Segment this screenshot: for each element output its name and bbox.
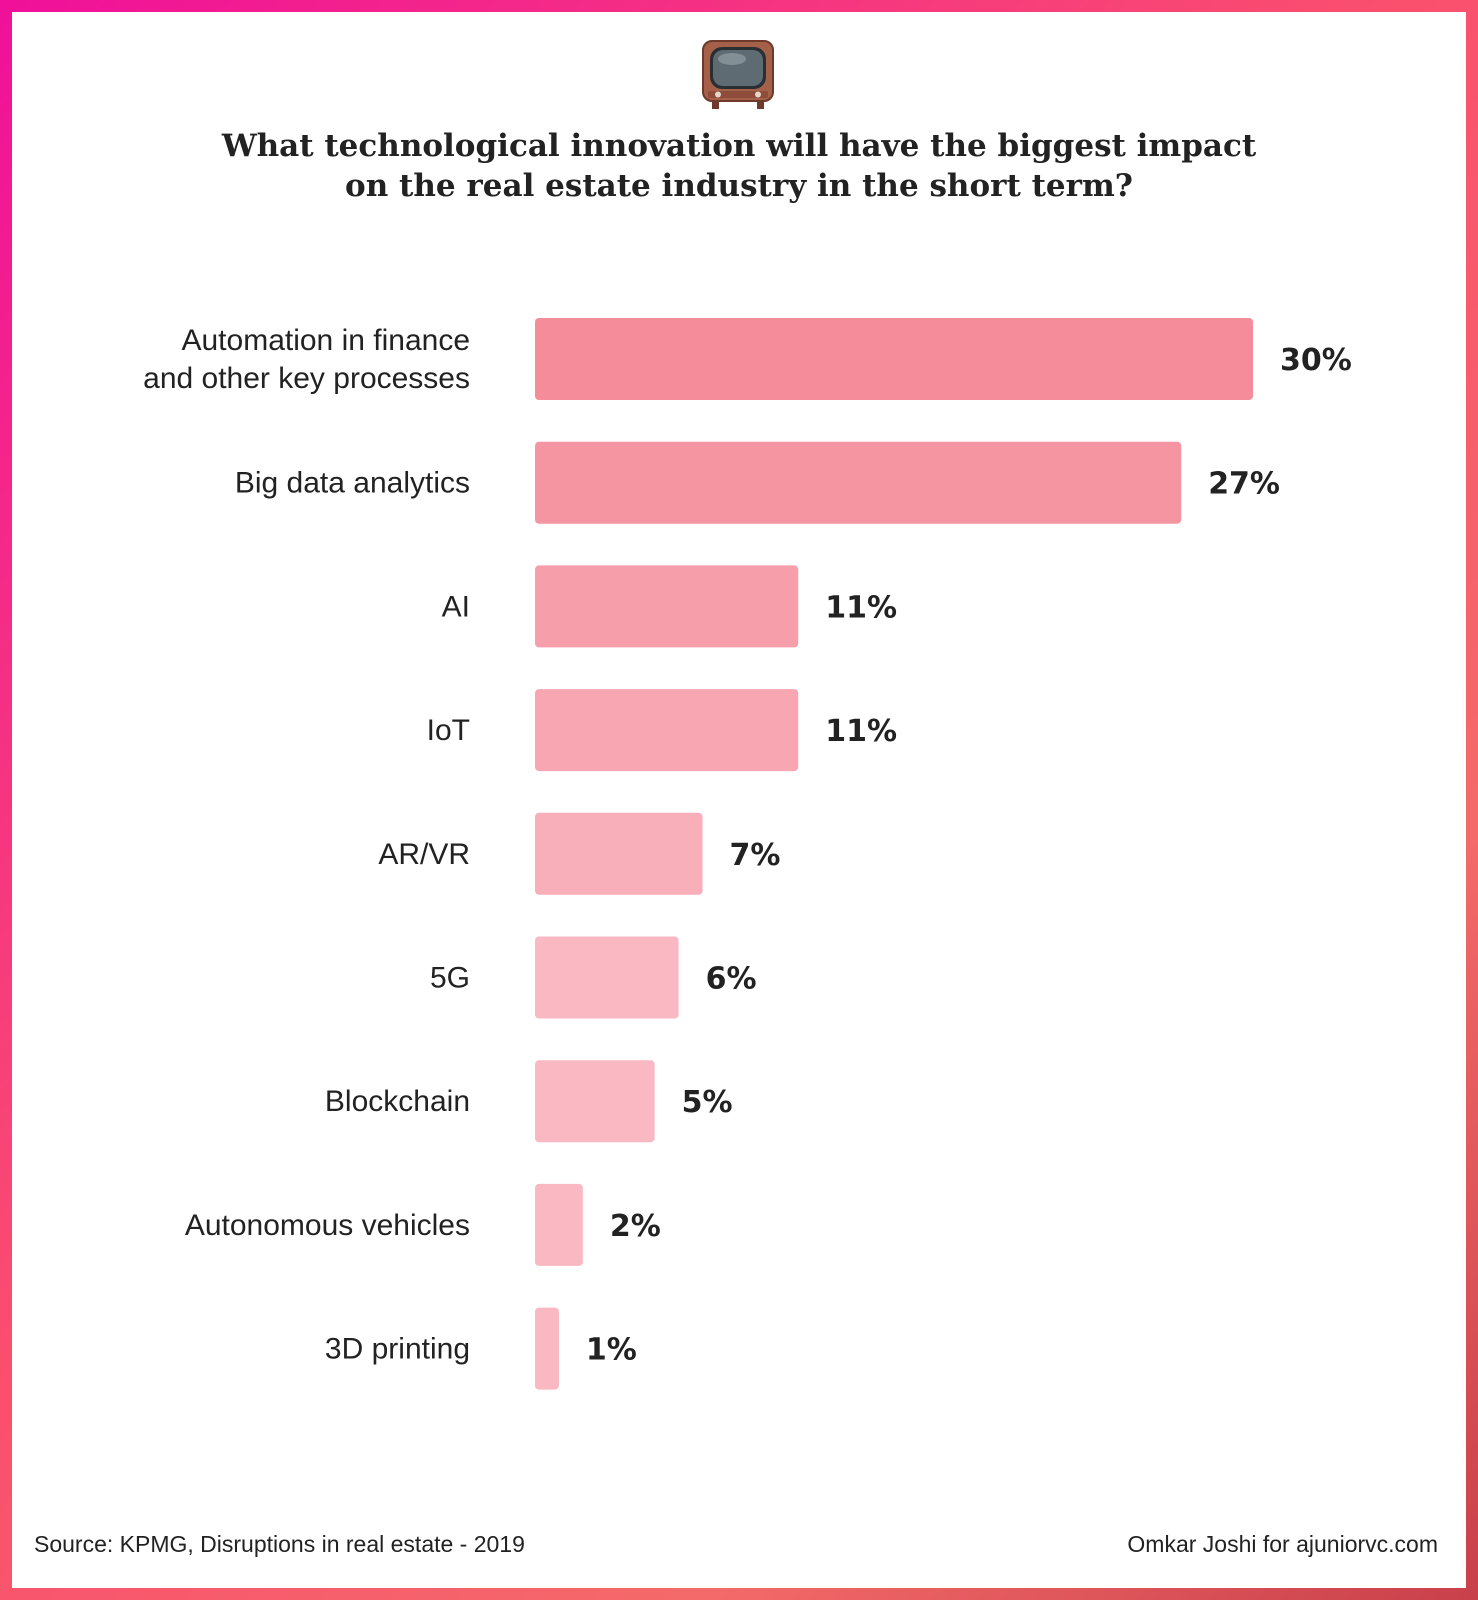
category-label-4: IoT bbox=[427, 714, 470, 747]
bar-5 bbox=[535, 812, 703, 895]
value-label-6: 6% bbox=[706, 962, 757, 997]
value-label-8: 2% bbox=[610, 1209, 661, 1244]
value-label-7: 5% bbox=[682, 1085, 733, 1120]
bar-1 bbox=[535, 318, 1253, 400]
value-label-2: 27% bbox=[1208, 467, 1280, 502]
category-label-6: 5G bbox=[430, 962, 470, 995]
bar-4 bbox=[535, 689, 799, 772]
category-label-5: AR/VR bbox=[378, 838, 470, 871]
source-note: Source: KPMG, Disruptions in real estate… bbox=[34, 1531, 525, 1557]
television-icon bbox=[702, 40, 774, 109]
chart-title: What technological innovation will have … bbox=[0, 126, 1478, 206]
value-label-4: 11% bbox=[825, 714, 897, 749]
bar-3 bbox=[535, 565, 799, 648]
chart-card bbox=[12, 12, 1466, 1588]
bar-7 bbox=[535, 1060, 655, 1143]
value-label-1: 30% bbox=[1280, 343, 1352, 378]
bar-9 bbox=[535, 1307, 559, 1390]
value-label-9: 1% bbox=[586, 1333, 637, 1368]
value-label-5: 7% bbox=[730, 838, 781, 873]
value-label-3: 11% bbox=[825, 590, 897, 625]
category-label-9: 3D printing bbox=[325, 1333, 470, 1366]
bar-8 bbox=[535, 1183, 583, 1266]
bar-2 bbox=[535, 441, 1182, 524]
chart-title-line-1: What technological innovation will have … bbox=[221, 128, 1257, 164]
category-label-3: AI bbox=[442, 590, 470, 623]
chart-title-line-2: on the real estate industry in the short… bbox=[345, 168, 1133, 204]
category-label-8: Autonomous vehicles bbox=[185, 1209, 470, 1242]
credit-note: Omkar Joshi for ajuniorvc.com bbox=[1127, 1531, 1438, 1557]
category-label-2: Big data analytics bbox=[235, 467, 470, 500]
bar-6 bbox=[535, 936, 679, 1019]
category-label-7: Blockchain bbox=[325, 1085, 470, 1118]
category-label-1: Automation in finance and other key proce… bbox=[143, 324, 470, 395]
